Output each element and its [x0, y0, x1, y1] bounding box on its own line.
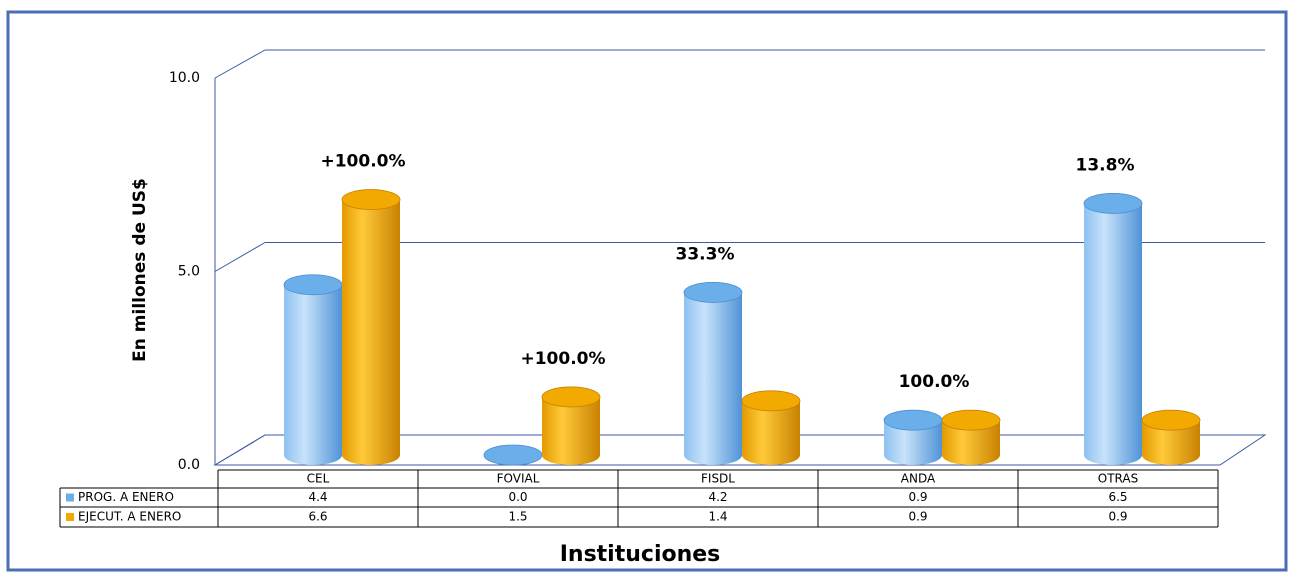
table-value: 6.6 [308, 510, 327, 524]
x-tick-label: FOVIAL [497, 472, 540, 486]
x-tick-label: FISDL [701, 472, 735, 486]
x-tick-label: CEL [307, 472, 330, 486]
table-value: 4.4 [308, 490, 327, 504]
legend-swatch [66, 513, 74, 521]
table-value: 0.9 [908, 490, 927, 504]
bar [941, 409, 1001, 465]
table-value: 0.9 [1108, 510, 1127, 524]
x-tick-label: ANDA [901, 472, 936, 486]
annotation: +100.0% [520, 349, 605, 369]
bar [883, 409, 943, 465]
y-tick-label: 10.0 [169, 70, 200, 86]
y-tick-label: 0.0 [178, 457, 200, 473]
grid-line [214, 242, 266, 272]
annotation: +100.0% [320, 152, 405, 172]
grid-line [214, 434, 266, 466]
bar [741, 390, 801, 465]
table-value: 4.2 [708, 490, 727, 504]
legend-label: EJECUT. A ENERO [78, 510, 181, 524]
x-axis-label: Instituciones [560, 542, 721, 567]
bar [283, 274, 343, 465]
legend-swatch [66, 493, 74, 502]
legend-label: PROG. A ENERO [78, 490, 174, 504]
table-value: 0.9 [908, 510, 927, 524]
bar [541, 386, 601, 465]
annotation: 33.3% [676, 244, 735, 264]
bar [1141, 409, 1201, 465]
frame [6, 10, 1288, 572]
y-axis-label: En millones de US$ [130, 178, 150, 362]
grid-line [214, 49, 266, 79]
table-value: 1.5 [508, 510, 527, 524]
bar [1083, 193, 1143, 465]
bar [483, 444, 543, 466]
table-value: 6.5 [1108, 490, 1127, 504]
bar [683, 282, 743, 465]
annotation: 100.0% [899, 372, 970, 392]
bar [341, 189, 401, 465]
y-tick-label: 5.0 [178, 264, 200, 280]
annotation: 13.8% [1076, 155, 1135, 175]
table-value: 0.0 [508, 490, 527, 504]
x-tick-label: OTRAS [1098, 472, 1138, 486]
table-value: 1.4 [708, 510, 727, 524]
